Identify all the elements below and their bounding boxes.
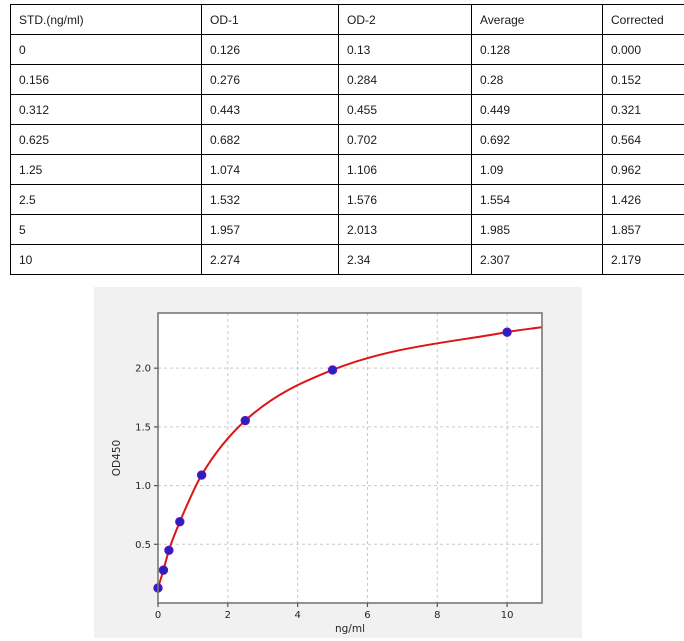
data-point — [164, 545, 174, 555]
table-cell: 2.274 — [201, 244, 339, 275]
x-axis-label: ng/ml — [335, 623, 365, 635]
data-point — [502, 327, 512, 337]
table-cell: 0.692 — [471, 124, 603, 155]
y-tick-label: 0.5 — [135, 540, 151, 551]
table-header-cell: OD-1 — [201, 4, 339, 35]
x-tick-label: 10 — [501, 610, 514, 621]
table-row: 0.156 0.276 0.284 0.28 0.152 — [10, 64, 684, 95]
data-point — [158, 565, 169, 575]
table-cell: 10 — [10, 244, 202, 275]
table-row: 2.5 1.532 1.576 1.554 1.426 — [10, 184, 684, 215]
table-cell: 0.455 — [338, 94, 472, 125]
table-header-cell: STD.(ng/ml) — [10, 4, 202, 35]
y-tick-label: 2.0 — [135, 364, 151, 375]
y-axis-label: OD450 — [111, 440, 123, 476]
table-cell: 2.179 — [602, 244, 684, 275]
table-cell: 2.5 — [10, 184, 202, 215]
standards-table: STD.(ng/ml) OD-1 OD-2 Average Corrected 0 0.1… — [10, 4, 684, 275]
table-cell: 0.625 — [10, 124, 202, 155]
table-cell: 0.276 — [201, 64, 339, 95]
table-cell: 1.957 — [201, 214, 339, 245]
x-tick-label: 0 — [155, 610, 161, 621]
table-row: 5 1.957 2.013 1.985 1.857 — [10, 214, 684, 245]
table-header: STD.(ng/ml) OD-1 OD-2 Average Corrected — [10, 4, 684, 35]
y-tick-label: 1.0 — [135, 481, 151, 492]
table-cell: 0.28 — [471, 64, 603, 95]
table-row: 10 2.274 2.34 2.307 2.179 — [10, 244, 684, 275]
table-cell: 0.128 — [471, 34, 603, 65]
data-point — [327, 365, 338, 375]
table-cell: 0.443 — [201, 94, 339, 125]
y-tick-label: 1.5 — [135, 422, 151, 433]
fit-curve-line — [157, 326, 543, 589]
x-tick-label: 6 — [364, 610, 370, 621]
table-cell: 1.532 — [201, 184, 339, 215]
table-cell: 2.013 — [338, 214, 472, 245]
table-cell: 0.126 — [201, 34, 339, 65]
table-cell: 1.985 — [471, 214, 603, 245]
plot-frame — [157, 312, 543, 604]
table-cell: 1.554 — [471, 184, 603, 215]
table-cell: 0.152 — [602, 64, 684, 95]
x-tick-label: 8 — [434, 610, 440, 621]
data-point — [240, 415, 250, 426]
data-point — [196, 470, 207, 480]
table-row: 1.25 1.074 1.106 1.09 0.962 — [10, 154, 684, 185]
table-row: 0 0.126 0.13 0.128 0.000 — [10, 34, 684, 65]
table-cell: 0.156 — [10, 64, 202, 95]
plot-area — [158, 313, 542, 603]
data-point — [175, 517, 185, 527]
table-cell: 1.09 — [471, 154, 603, 185]
table-cell: 1.106 — [338, 154, 472, 185]
table-header-cell: Average — [471, 4, 603, 35]
table-cell: 0.13 — [338, 34, 472, 65]
table-cell: 0.682 — [201, 124, 339, 155]
table-cell: 1.576 — [338, 184, 472, 215]
table-cell: 1.25 — [10, 154, 202, 185]
x-tick-label: 2 — [225, 610, 231, 621]
table-cell: 2.34 — [338, 244, 472, 275]
standard-curve-chart: 0 2 4 6 8 10 0.5 1.0 1.5 2.0 ng/ml OD450 — [94, 287, 582, 638]
table-cell: 0.312 — [10, 94, 202, 125]
table-cell: 0.449 — [471, 94, 603, 125]
table-cell: 5 — [10, 214, 202, 245]
table-cell: 0.564 — [602, 124, 684, 155]
table-cell: 1.426 — [602, 184, 684, 215]
standard-curve-figure: 0 2 4 6 8 10 0.5 1.0 1.5 2.0 ng/ml OD450 — [94, 287, 582, 638]
table-cell: 0.000 — [602, 34, 684, 65]
table-header-row: STD.(ng/ml) OD-1 OD-2 Average Corrected — [10, 4, 684, 35]
table-cell: 0.284 — [338, 64, 472, 95]
table-header-cell: OD-2 — [338, 4, 472, 35]
table-cell: 0 — [10, 34, 202, 65]
x-tick-label: 4 — [294, 610, 300, 621]
table-row: 0.312 0.443 0.455 0.449 0.321 — [10, 94, 684, 125]
table-row: 0.625 0.682 0.702 0.692 0.564 — [10, 124, 684, 155]
table-cell: 1.074 — [201, 154, 339, 185]
table-cell: 1.857 — [602, 214, 684, 245]
table-cell: 2.307 — [471, 244, 603, 275]
table-cell: 0.702 — [338, 124, 472, 155]
table-body: 0 0.126 0.13 0.128 0.000 0.156 0.276 0.284 0.28 0… — [10, 34, 684, 275]
table-header-cell: Corrected — [602, 4, 684, 35]
table-cell: 0.321 — [602, 94, 684, 125]
table-cell: 0.962 — [602, 154, 684, 185]
